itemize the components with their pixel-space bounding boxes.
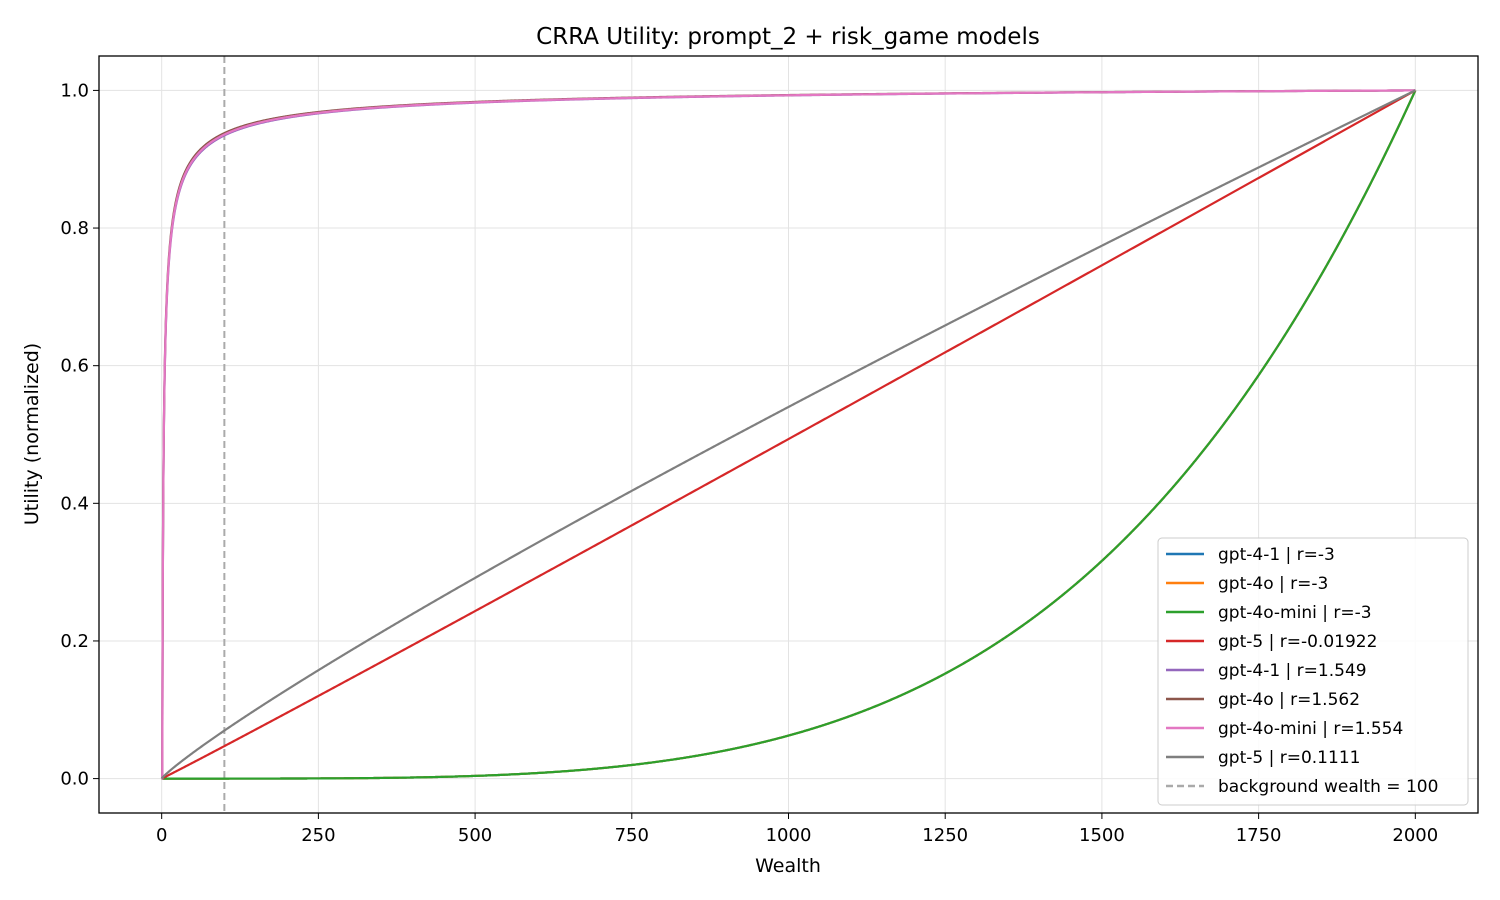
- series-line-8: [160, 89, 1416, 780]
- y-tick-label: 0.8: [60, 218, 89, 239]
- x-tick-label: 500: [458, 825, 492, 846]
- legend-label: gpt-4-1 | r=1.549: [1218, 661, 1367, 681]
- x-tick-label: 750: [615, 825, 649, 846]
- x-axis-title: Wealth: [755, 855, 821, 877]
- legend-label: background wealth = 100: [1218, 777, 1438, 797]
- axis-ticks: 0 250 500 750 1000 1250 1500 1750 2000 0.0 0.2 0.4 0…: [60, 80, 1438, 846]
- legend-label: gpt-4o | r=-3: [1218, 574, 1328, 594]
- legend-label: gpt-4o-mini | r=-3: [1218, 603, 1372, 623]
- y-tick-label: 0.4: [60, 493, 89, 514]
- x-tick-label: 2000: [1392, 825, 1438, 846]
- x-tick-label: 1250: [922, 825, 968, 846]
- x-tick-label: 250: [301, 825, 335, 846]
- legend: gpt-4-1 | r=-3 gpt-4o | r=-3 gpt-4o-mini |…: [1157, 537, 1469, 806]
- x-tick-label: 1500: [1079, 825, 1125, 846]
- y-tick-label: 1.0: [60, 80, 89, 101]
- series-line-4: [161, 89, 1416, 780]
- chart-title: CRRA Utility: prompt_2 + risk_game model…: [536, 24, 1040, 50]
- legend-label: gpt-4-1 | r=-3: [1218, 545, 1335, 565]
- y-tick-label: 0.6: [60, 356, 89, 377]
- x-tick-label: 1000: [766, 825, 812, 846]
- legend-box: [1157, 537, 1469, 806]
- series-layer: [160, 89, 1417, 780]
- series-line-3: [161, 89, 1417, 780]
- x-tick-label: 0: [156, 825, 167, 846]
- y-axis-title: Utility (normalized): [21, 343, 43, 525]
- y-tick-label: 0.2: [60, 631, 89, 652]
- x-tick-label: 1750: [1236, 825, 1282, 846]
- legend-label: gpt-4o-mini | r=1.554: [1218, 719, 1403, 739]
- y-tick-label: 0.0: [60, 769, 89, 790]
- legend-label: gpt-4o | r=1.562: [1218, 690, 1360, 710]
- legend-label: gpt-5 | r=-0.01922: [1218, 632, 1377, 652]
- legend-label: gpt-5 | r=0.1111: [1218, 748, 1360, 768]
- series-line-7: [161, 89, 1416, 780]
